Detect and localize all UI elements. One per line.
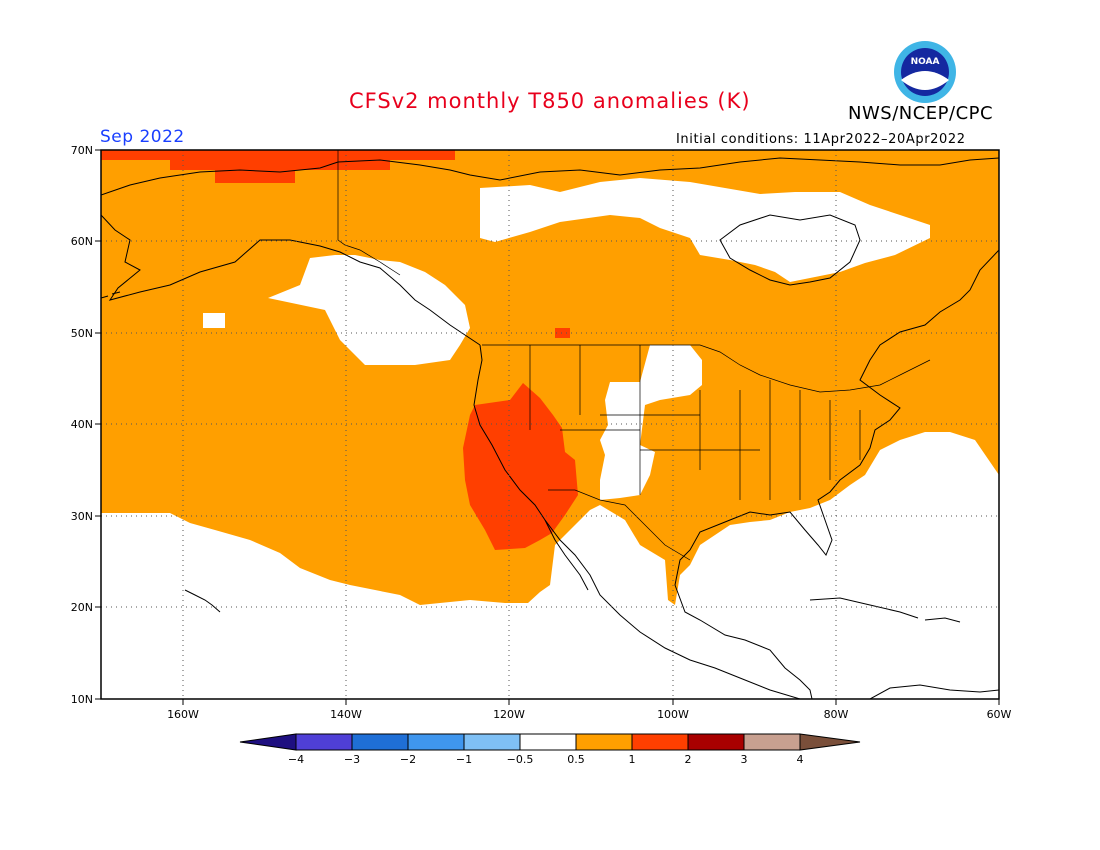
state-borders — [529, 345, 861, 500]
neutral-region-plains — [600, 345, 702, 500]
logo-text: NOAA — [911, 57, 940, 67]
colorbar-label: −4 — [288, 753, 304, 766]
lat-label: 40N — [71, 418, 93, 431]
coastline-south-america — [869, 684, 999, 699]
colorbar-label: 3 — [741, 753, 748, 766]
lon-label: 140W — [330, 708, 362, 721]
neutral-region-yukon — [480, 178, 930, 282]
coastline-hawaii — [184, 589, 221, 613]
lat-label: 20N — [71, 601, 93, 614]
lat-label: 60N — [71, 235, 93, 248]
colorbar-segment — [743, 733, 801, 751]
map-fill-layer — [101, 150, 999, 699]
logo-bird — [901, 71, 949, 90]
colorbar-label: −1 — [456, 753, 472, 766]
coastline-alaska-north — [101, 161, 339, 196]
colorbar-label: −0.5 — [507, 753, 534, 766]
map-title: CFSv2 monthly T850 anomalies (K) — [349, 89, 751, 113]
colorbar-segment — [519, 733, 577, 751]
axis-ticks — [95, 149, 1000, 705]
colorbar-segment — [351, 733, 409, 751]
colorbar-segment — [463, 733, 521, 751]
coastline-east — [674, 249, 999, 699]
colorbar-arrow-cold — [239, 733, 297, 751]
strong-warm-patch-prairie — [555, 328, 570, 338]
colorbar-label: 1 — [629, 753, 636, 766]
colorbar-arrow-warm — [799, 733, 861, 751]
valid-month-label: Sep 2022 — [100, 127, 185, 147]
coastline-cuba — [809, 597, 919, 619]
neutral-patch-pacific — [203, 313, 225, 328]
latitude-labels: 70N 60N 50N 40N 30N 20N 10N — [71, 144, 93, 706]
colorbar-segment — [407, 733, 465, 751]
lon-label: 160W — [167, 708, 199, 721]
colorbar: −4 −3 −2 −1 −0.5 0.5 1 2 3 4 — [239, 733, 861, 766]
strong-warm-region-southwest — [463, 383, 578, 550]
colorbar-label: 0.5 — [567, 753, 585, 766]
coastline-aleutians — [101, 291, 121, 299]
coastline-baja — [544, 519, 589, 591]
coastline-hudson-bay — [719, 214, 861, 286]
coastlines — [101, 157, 999, 699]
lon-label: 60W — [987, 708, 1012, 721]
border-alaska-canada — [337, 150, 401, 276]
colorbar-segment — [575, 733, 633, 751]
border-us-mexico — [548, 489, 691, 561]
strong-warm-region-arctic — [101, 150, 455, 183]
lon-label: 100W — [657, 708, 689, 721]
neutral-region-alaska — [268, 255, 470, 365]
initial-conditions-label: Initial conditions: 11Apr2022–20Apr2022 — [676, 132, 966, 147]
colorbar-segment — [631, 733, 689, 751]
lat-label: 10N — [71, 693, 93, 706]
borders — [337, 150, 931, 561]
organization-label: NWS/NCEP/CPC — [848, 103, 994, 124]
lon-label: 80W — [824, 708, 849, 721]
coastline-arctic-canada — [337, 157, 999, 181]
coastline-west — [473, 344, 801, 699]
colorbar-label: −3 — [344, 753, 360, 766]
coastline-alaska-west — [101, 214, 481, 346]
noaa-logo-icon: NOAA — [894, 41, 956, 103]
colorbar-label: 4 — [797, 753, 804, 766]
coastline-hispaniola — [924, 617, 961, 623]
lon-label: 120W — [493, 708, 525, 721]
lat-label: 50N — [71, 327, 93, 340]
colorbar-segment — [687, 733, 745, 751]
lat-label: 70N — [71, 144, 93, 157]
longitude-labels: 160W 140W 120W 100W 80W 60W — [167, 708, 1011, 721]
colorbar-label: −2 — [400, 753, 416, 766]
border-us-canada — [482, 344, 931, 393]
lat-label: 30N — [71, 510, 93, 523]
colorbar-label: 2 — [685, 753, 692, 766]
colorbar-segment — [295, 733, 353, 751]
